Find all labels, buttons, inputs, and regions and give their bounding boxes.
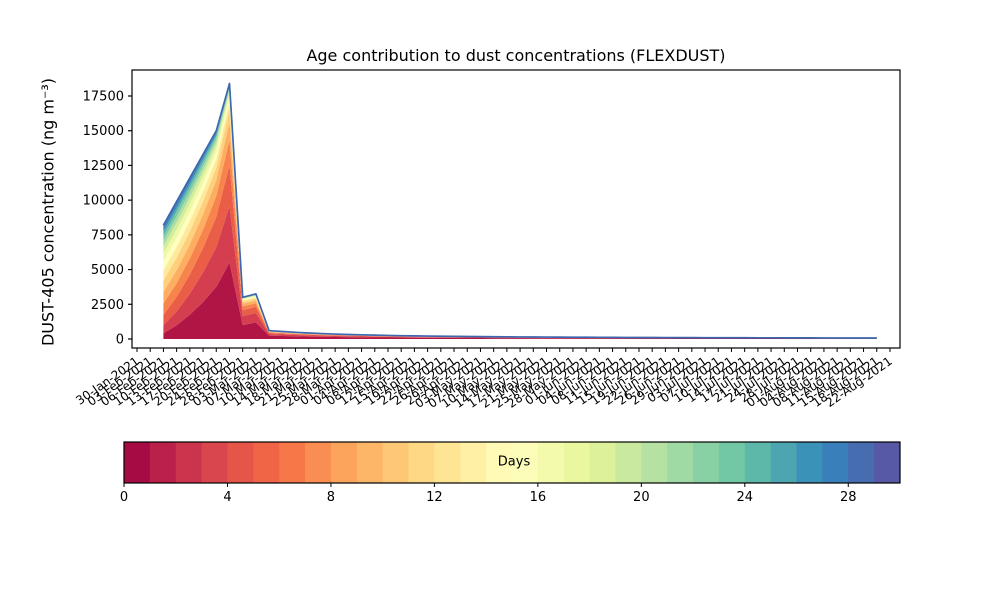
chart-title: Age contribution to dust concentrations …	[306, 46, 726, 65]
age-layer-0	[163, 262, 877, 339]
colorbar-segment-19	[615, 442, 642, 483]
colorbar-segment-29	[874, 442, 901, 483]
colorbar-segment-24	[744, 442, 772, 483]
age-layer-8	[163, 92, 877, 339]
colorbar-segment-0	[124, 442, 151, 483]
colorbar-segment-22	[693, 442, 720, 483]
colorbar-segment-1	[149, 442, 177, 483]
colorbar-segment-11	[408, 442, 435, 483]
age-layer-14	[163, 83, 877, 338]
colorbar-segment-14	[486, 442, 513, 483]
colorbar-segment-7	[305, 442, 332, 483]
colorbar-tick-label: 12	[426, 490, 443, 505]
age-layer-9	[163, 89, 877, 339]
colorbar-segment-26	[796, 442, 823, 483]
colorbar-segment-5	[253, 442, 280, 483]
colorbar-tick-label: 24	[737, 490, 754, 505]
axes-frame	[131, 69, 901, 349]
y-tick-label: 2500	[91, 298, 124, 313]
y-tick-label: 10000	[83, 194, 124, 209]
colorbar-segment-8	[330, 442, 358, 483]
colorbar-segment-27	[822, 442, 849, 483]
colorbar-segment-28	[848, 442, 875, 483]
colorbar-segment-13	[460, 442, 487, 483]
colorbar-segment-20	[641, 442, 668, 483]
colorbar-segment-3	[201, 442, 228, 483]
age-layer-3	[163, 139, 877, 339]
total-line	[162, 82, 877, 339]
colorbar-tick-label: 8	[327, 490, 335, 505]
colorbar-label: Days	[497, 454, 531, 470]
y-tick-label: 12500	[83, 159, 124, 174]
colorbar-tick-label: 4	[223, 490, 231, 505]
age-layer-5	[163, 109, 877, 339]
colorbar-tick-label: 28	[840, 490, 857, 505]
y-tick-label: 7500	[91, 228, 124, 243]
y-tick-label: 5000	[91, 263, 124, 278]
y-tick-label: 15000	[83, 124, 124, 139]
age-layer-7	[163, 96, 877, 339]
y-tick-label: 17500	[83, 90, 124, 105]
colorbar-segment-12	[434, 442, 461, 483]
y-tick-label: 0	[116, 333, 124, 348]
age-layer-2	[163, 165, 877, 339]
colorbar-tick-label: 20	[633, 490, 650, 505]
age-layer-4	[163, 121, 877, 339]
colorbar-segment-15	[512, 442, 539, 483]
colorbar-tick-label: 16	[530, 490, 547, 505]
age-layer-6	[163, 101, 877, 339]
colorbar-segment-2	[175, 442, 203, 483]
colorbar-segment-25	[770, 442, 798, 483]
age-layer-11	[163, 86, 877, 339]
colorbar-segment-18	[589, 442, 616, 483]
colorbar-segment-9	[356, 442, 384, 483]
colorbar-segment-10	[382, 442, 410, 483]
age-layer-12	[163, 85, 877, 339]
colorbar-segment-17	[563, 442, 591, 483]
colorbar-segment-21	[667, 442, 694, 483]
colorbar-tick-label: 0	[120, 490, 128, 505]
colorbar-segment-4	[227, 442, 254, 483]
age-layer-13	[163, 84, 877, 339]
colorbar-segment-23	[718, 442, 746, 483]
colorbar-frame	[123, 441, 901, 484]
colorbar-segment-6	[279, 442, 306, 483]
age-layer-1	[163, 206, 877, 339]
colorbar-segment-16	[537, 442, 565, 483]
age-layer-10	[163, 87, 877, 339]
